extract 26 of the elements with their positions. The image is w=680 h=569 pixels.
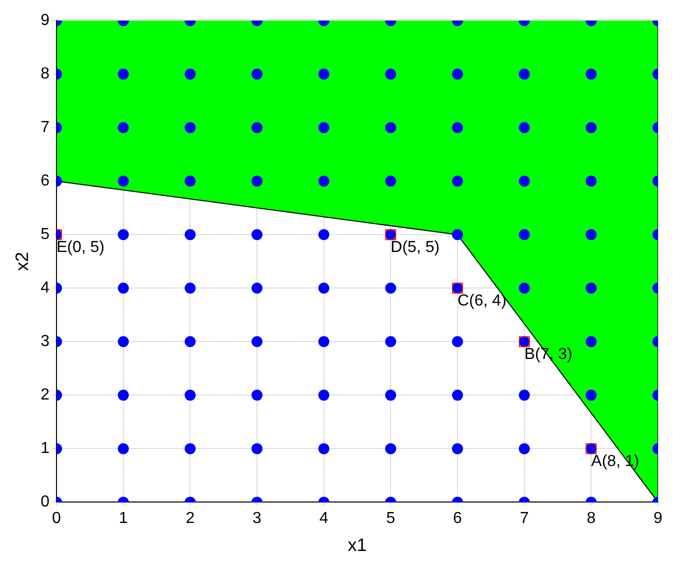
x-tick-label: 6 bbox=[453, 510, 462, 528]
y-axis-title: x2 bbox=[12, 252, 32, 271]
y-tick-label: 8 bbox=[40, 66, 50, 83]
x-tick-label: 4 bbox=[319, 510, 328, 528]
x-tick-label: 3 bbox=[252, 510, 262, 528]
annotation: D(5, 5) bbox=[390, 239, 440, 256]
y-tick-label: 9 bbox=[40, 12, 50, 30]
x-tick-label: 7 bbox=[520, 510, 529, 528]
x-tick-label: 9 bbox=[654, 510, 663, 528]
annotation: C(6, 4) bbox=[458, 292, 506, 310]
y-tick-label: 6 bbox=[40, 172, 50, 190]
y-tick-label: 0 bbox=[40, 494, 50, 511]
annotation: A(8, 1) bbox=[591, 453, 640, 470]
annotation: E(0, 5) bbox=[56, 239, 105, 256]
y-tick-label: 7 bbox=[40, 119, 50, 136]
y-tick-label: 4 bbox=[40, 280, 50, 297]
y-tick-label: 5 bbox=[40, 226, 50, 244]
y-tick-label: 1 bbox=[40, 440, 50, 458]
x-tick-label: 2 bbox=[186, 510, 195, 528]
x-axis-title: x1 bbox=[348, 535, 367, 556]
x-tick-label: 5 bbox=[386, 510, 396, 528]
x-tick-label: 8 bbox=[586, 510, 596, 528]
x-tick-label: 1 bbox=[118, 510, 128, 528]
x-tick-label: 0 bbox=[52, 510, 62, 528]
y-tick-label: 3 bbox=[40, 333, 50, 350]
y-tick-label: 2 bbox=[40, 386, 50, 404]
